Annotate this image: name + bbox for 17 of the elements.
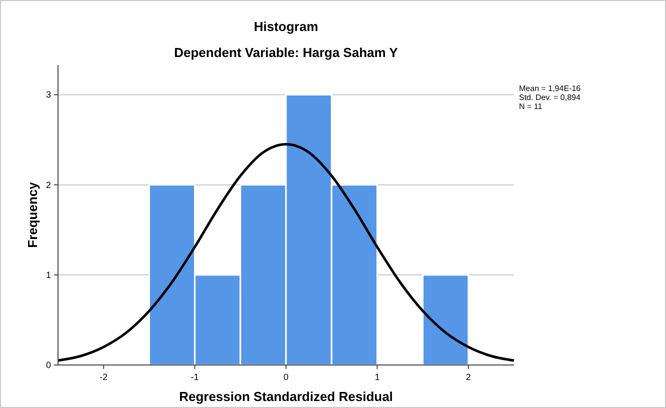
y-axis-title: Frequency: [25, 181, 40, 248]
x-tick-label: 2: [466, 372, 471, 382]
x-tick-label: -1: [190, 372, 199, 382]
y-tick-label: 2: [46, 180, 51, 190]
line-series: [56, 143, 516, 362]
chart-title: Histogram: [254, 19, 318, 34]
text: N = 11: [519, 102, 543, 111]
x-tick-label: 1: [374, 372, 380, 382]
y-tick-label: 0: [46, 360, 51, 370]
chart-subtitle: Dependent Variable: Harga Saham Y: [174, 45, 398, 60]
text: Std. Dev. = 0,894: [519, 93, 581, 102]
x-tick-label: -2: [100, 372, 108, 382]
y-tick-label: 1: [46, 270, 51, 280]
x-tick-label: 0: [283, 372, 289, 382]
text: Mean = 1,94E-16: [519, 84, 582, 93]
y-tick-label: 3: [46, 90, 51, 100]
x-axis-title: Regression Standardized Residual: [179, 389, 393, 404]
